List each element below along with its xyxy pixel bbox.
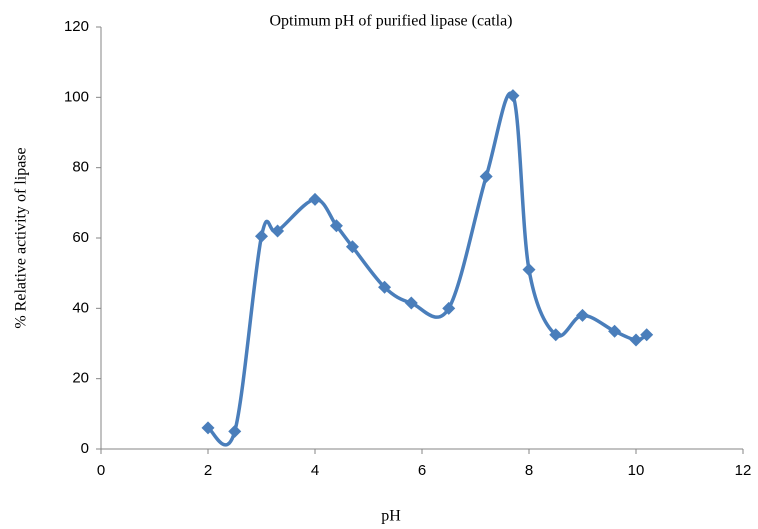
x-axis-label: pH — [381, 508, 401, 525]
x-tick-label: 6 — [418, 462, 426, 479]
data-point — [629, 333, 643, 347]
data-point — [404, 296, 418, 310]
data-point — [308, 192, 322, 206]
data-point — [608, 324, 622, 338]
data-point — [378, 280, 392, 294]
data-point — [201, 421, 215, 435]
data-point — [576, 308, 589, 322]
data-point — [255, 229, 268, 243]
y-tick-label: 80 — [72, 159, 89, 176]
data-point — [549, 328, 563, 342]
data-point — [442, 301, 456, 315]
data-point — [479, 169, 493, 183]
y-tick-label: 0 — [81, 440, 89, 457]
y-axis-label: % Relative activity of lipase — [13, 147, 30, 328]
x-tick-label: 0 — [97, 462, 105, 479]
chart-title: Optimum pH of purified lipase (catla) — [269, 13, 512, 30]
x-tick-label: 2 — [204, 462, 212, 479]
data-point — [345, 240, 359, 254]
y-tick-label: 100 — [64, 88, 89, 105]
y-tick-label: 20 — [72, 370, 89, 387]
x-tick-label: 12 — [735, 462, 752, 479]
x-tick-label: 8 — [525, 462, 533, 479]
data-point — [506, 89, 520, 103]
data-point — [228, 424, 242, 438]
x-tick-label: 4 — [311, 462, 319, 479]
y-tick-label: 60 — [72, 229, 89, 246]
data-point — [640, 328, 654, 342]
data-point — [329, 219, 343, 233]
y-tick-label: 120 — [64, 18, 89, 35]
data-point — [522, 263, 536, 277]
x-tick-label: 10 — [628, 462, 645, 479]
data-line — [206, 91, 648, 447]
y-tick-label: 40 — [72, 299, 89, 316]
data-point — [271, 224, 285, 238]
